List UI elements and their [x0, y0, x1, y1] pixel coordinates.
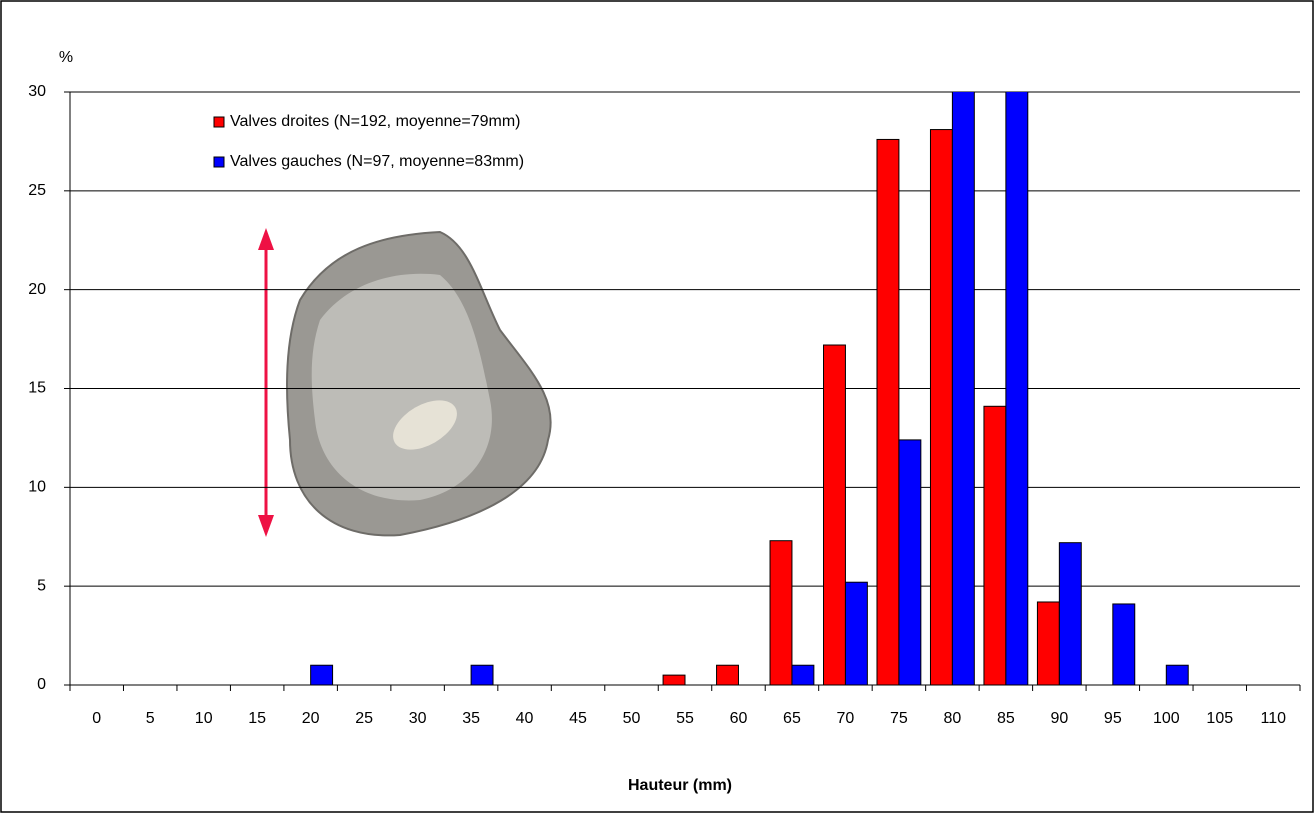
legend-swatch — [214, 157, 224, 167]
bar — [1037, 602, 1059, 685]
bar — [663, 675, 685, 685]
bar — [792, 665, 814, 685]
x-tick-label: 105 — [1206, 710, 1233, 727]
legend-label: Valves droites (N=192, moyenne=79mm) — [230, 113, 521, 130]
bar — [471, 665, 493, 685]
y-tick-label: 20 — [28, 281, 46, 298]
bar — [311, 665, 333, 685]
x-tick-label: 65 — [783, 710, 801, 727]
bar — [845, 582, 867, 685]
y-tick-label: 25 — [28, 182, 46, 199]
x-tick-label: 70 — [837, 710, 855, 727]
x-tick-label: 30 — [409, 710, 427, 727]
bar — [717, 665, 739, 685]
x-tick-label: 45 — [569, 710, 587, 727]
x-tick-label: 95 — [1104, 710, 1122, 727]
legend-swatch — [214, 117, 224, 127]
chart: % Hauteur (mm) 0 5 10 15 20 25 30 0 5 10 15 20 25 30 3… — [0, 0, 1315, 814]
x-tick-label: 90 — [1050, 710, 1068, 727]
x-axis-label: Hauteur (mm) — [628, 777, 732, 794]
y-tick-label: 15 — [28, 380, 46, 397]
bar — [1006, 0, 1028, 685]
chart-border — [1, 1, 1313, 812]
legend-label: Valves gauches (N=97, moyenne=83mm) — [230, 153, 524, 170]
bar — [824, 345, 846, 685]
x-tick-label: 75 — [890, 710, 908, 727]
x-tick-label: 40 — [516, 710, 534, 727]
x-tick-label: 5 — [146, 710, 155, 727]
bar — [952, 74, 974, 685]
x-tick-label: 55 — [676, 710, 694, 727]
x-tick-label: 85 — [997, 710, 1015, 727]
bar — [1166, 665, 1188, 685]
y-tick-label: 0 — [37, 676, 46, 693]
bar — [1113, 604, 1135, 685]
x-tick-label: 20 — [302, 710, 320, 727]
bar — [984, 406, 1006, 685]
x-tick-label: 60 — [730, 710, 748, 727]
x-tick-label: 80 — [943, 710, 961, 727]
x-tick-label: 15 — [248, 710, 266, 727]
bar — [1059, 543, 1081, 685]
y-tick-label: 30 — [28, 83, 46, 100]
x-tick-label: 110 — [1261, 710, 1287, 727]
y-tick-label: 5 — [37, 577, 46, 594]
x-tick-label: 50 — [623, 710, 641, 727]
bar — [770, 541, 792, 685]
x-tick-label: 25 — [355, 710, 373, 727]
x-tick-label: 35 — [462, 710, 480, 727]
x-tick-label: 0 — [92, 710, 101, 727]
bar — [877, 139, 899, 685]
x-tick-label: 100 — [1153, 710, 1180, 727]
bar — [930, 130, 952, 685]
x-tick-label: 10 — [195, 710, 213, 727]
y-tick-label: 10 — [28, 479, 46, 496]
bar — [899, 440, 921, 685]
y-axis-label: % — [59, 49, 73, 66]
